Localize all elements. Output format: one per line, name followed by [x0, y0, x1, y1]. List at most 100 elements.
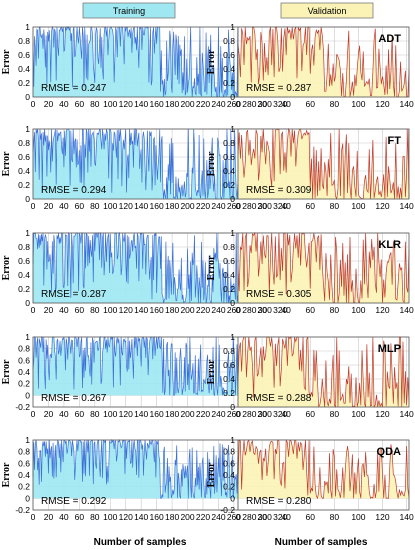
- y-tick-label: 0.8: [223, 36, 235, 46]
- x-tick-label: 260: [227, 305, 241, 315]
- x-tick-label: 40: [59, 99, 69, 109]
- x-tick-label: 0: [236, 99, 241, 109]
- y-tick-label: 0: [230, 298, 235, 308]
- x-tick-label: 20: [257, 409, 267, 419]
- x-tick-label: 180: [165, 409, 179, 419]
- rmse-label: RMSE = 0.247: [41, 83, 107, 94]
- x-tick-label: 300: [258, 512, 272, 522]
- x-tick-label: 120: [119, 201, 133, 211]
- x-tick-label: 300: [258, 201, 272, 211]
- y-axis-label: Error: [1, 462, 12, 487]
- x-tick-label: 40: [281, 99, 291, 109]
- x-tick-label: 0: [236, 305, 241, 315]
- chart-validation-mlp: 0 0.2 0.4 0.6 0.8 1 0 20 40 60 80 100 120 140 Error MLP…: [206, 332, 414, 419]
- y-tick-label: 0.2: [18, 78, 30, 88]
- y-tick-label: 1: [230, 435, 235, 445]
- x-tick-label: 80: [330, 99, 340, 109]
- x-tick-label: 0: [31, 201, 36, 211]
- y-tick-label: 0.6: [223, 360, 235, 370]
- x-tick-label: 140: [134, 99, 148, 109]
- x-tick-label: 220: [196, 409, 210, 419]
- y-tick-label: 0.4: [18, 64, 30, 74]
- x-tick-label: 80: [90, 305, 100, 315]
- x-tick-label: 100: [351, 201, 365, 211]
- x-tick-label: 240: [211, 305, 225, 315]
- x-tick-label: 280: [242, 305, 256, 315]
- series-area-fill: [33, 233, 288, 303]
- x-tick-label: 20: [44, 512, 54, 522]
- x-tick-label: 160: [150, 409, 164, 419]
- y-tick-label: 1: [230, 22, 235, 32]
- x-tick-label: 40: [59, 409, 69, 419]
- y-tick-label: 0.2: [18, 284, 30, 294]
- x-tick-label: 260: [227, 201, 241, 211]
- y-tick-label: 1: [25, 124, 30, 134]
- x-tick-label: 140: [399, 512, 413, 522]
- x-tick-label: 180: [165, 512, 179, 522]
- x-tick-label: 300: [258, 409, 272, 419]
- x-tick-label: 120: [375, 409, 389, 419]
- y-tick-label: 0.4: [223, 470, 235, 480]
- y-tick-label: -0.2: [15, 505, 30, 515]
- rmse-label: RMSE = 0.280: [246, 496, 312, 507]
- x-tick-label: 60: [306, 305, 316, 315]
- x-tick-label: 300: [258, 305, 272, 315]
- y-axis-label: Error: [206, 49, 217, 74]
- legend-training-label: Training: [113, 6, 145, 16]
- y-tick-label: 1: [25, 332, 30, 342]
- x-tick-label: 20: [44, 409, 54, 419]
- x-tick-label: 320: [273, 201, 287, 211]
- y-axis-label: Error: [206, 359, 217, 384]
- y-tick-label: 0.6: [18, 152, 30, 162]
- y-tick-label: 1: [230, 124, 235, 134]
- x-tick-label: 60: [75, 512, 85, 522]
- rmse-label: RMSE = 0.267: [41, 393, 107, 404]
- y-tick-label: 0.2: [223, 388, 235, 398]
- plot-frame: [237, 232, 410, 304]
- y-tick-label: -0.2: [15, 402, 30, 412]
- x-tick-label: 40: [59, 201, 69, 211]
- x-tick-label: 160: [150, 305, 164, 315]
- x-tick-label: 80: [90, 99, 100, 109]
- y-tick-label: 0.6: [223, 256, 235, 266]
- rmse-label: RMSE = 0.309: [246, 185, 312, 196]
- x-tick-label: 220: [196, 99, 210, 109]
- x-axis-label-right: Number of samples: [275, 537, 368, 548]
- y-tick-label: 0.4: [223, 374, 235, 384]
- x-tick-label: 240: [211, 201, 225, 211]
- y-tick-label: 0.4: [18, 166, 30, 176]
- x-tick-label: 240: [211, 409, 225, 419]
- x-tick-label: 0: [31, 409, 36, 419]
- y-axis-label: Error: [206, 255, 217, 280]
- y-tick-label: 0: [25, 194, 30, 204]
- x-tick-label: 0: [236, 201, 241, 211]
- rmse-label: RMSE = 0.292: [41, 496, 107, 507]
- x-tick-label: 140: [399, 201, 413, 211]
- x-tick-label: 40: [281, 409, 291, 419]
- x-tick-label: 20: [257, 99, 267, 109]
- legend-validation: Validation: [280, 2, 374, 19]
- x-tick-label: 100: [351, 99, 365, 109]
- rmse-label: RMSE = 0.287: [41, 289, 107, 300]
- y-tick-label: 0.8: [223, 242, 235, 252]
- y-tick-label: 0: [25, 92, 30, 102]
- series-area-fill: [33, 129, 288, 199]
- x-tick-label: 320: [273, 99, 287, 109]
- x-tick-label: 80: [330, 409, 340, 419]
- x-tick-label: 80: [90, 512, 100, 522]
- x-tick-label: 280: [242, 409, 256, 419]
- x-tick-label: 140: [399, 99, 413, 109]
- y-tick-label: 0.6: [18, 355, 30, 365]
- y-tick-label: 0: [230, 493, 235, 503]
- x-tick-label: 40: [281, 512, 291, 522]
- x-tick-label: 80: [90, 201, 100, 211]
- y-tick-label: 1: [230, 332, 235, 342]
- x-tick-label: 60: [75, 409, 85, 419]
- x-tick-label: 240: [211, 512, 225, 522]
- x-tick-label: 320: [273, 409, 287, 419]
- series-error-line: [237, 439, 410, 500]
- x-tick-label: 200: [180, 99, 194, 109]
- y-tick-label: 0.8: [223, 346, 235, 356]
- y-tick-label: 0.4: [223, 270, 235, 280]
